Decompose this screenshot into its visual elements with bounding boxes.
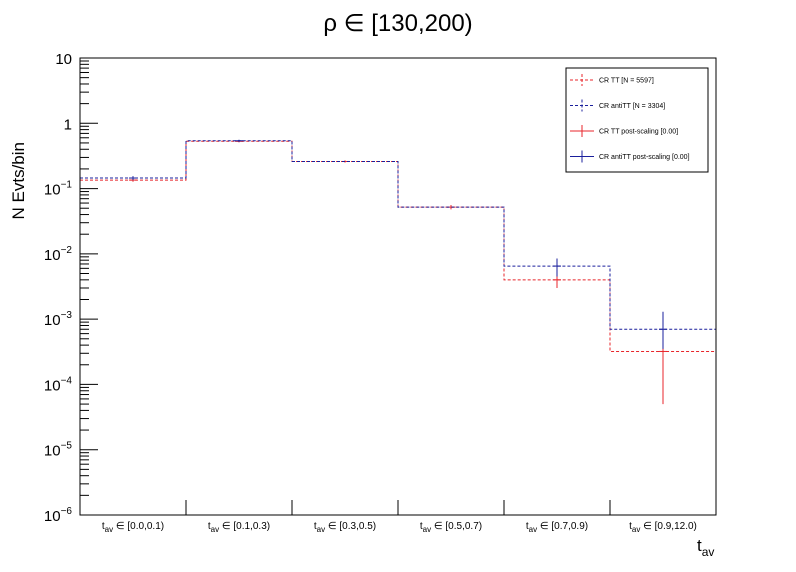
- x-category-range: ∈ [0.1,0.3): [219, 521, 270, 532]
- x-category-label: tav ∈ [0.0,0.1): [102, 521, 164, 534]
- x-category-prefix: t: [102, 521, 105, 532]
- x-category-sub: av: [211, 525, 219, 534]
- x-axis-title: tav: [697, 536, 714, 559]
- x-category-label: tav ∈ [0.9,12.0): [629, 521, 697, 534]
- legend-label: CR TT [N = 5597]: [599, 78, 654, 85]
- y-tick-label-exp: −3: [61, 310, 73, 321]
- x-category-sub: av: [105, 525, 113, 534]
- y-tick-label-base: 10: [55, 51, 72, 68]
- x-category-range: ∈ [0.9,12.0): [640, 521, 697, 532]
- y-tick-label: 10−4: [44, 375, 73, 394]
- x-category-label: tav ∈ [0.3,0.5): [314, 521, 376, 534]
- y-tick-label: 10−3: [44, 310, 73, 329]
- chart-title: ρ ∈ [130,200): [323, 10, 472, 37]
- histogram-line: [80, 140, 716, 330]
- legend-label: CR TT post-scaling [0.00]: [599, 129, 678, 136]
- x-category-range: ∈ [0.7,0.9): [537, 521, 588, 532]
- y-tick-label-base: 10: [44, 247, 61, 264]
- y-tick-label: 1: [64, 116, 72, 133]
- x-category-sub: av: [423, 525, 431, 534]
- y-tick-label-exp: −1: [61, 180, 73, 191]
- x-category-sub: av: [632, 525, 640, 534]
- x-category-sub: av: [529, 525, 537, 534]
- y-tick-label: 10−6: [44, 506, 73, 525]
- y-tick-label-base: 1: [64, 116, 72, 133]
- y-tick-label-exp: −2: [61, 245, 73, 256]
- x-axis-title-main: t: [697, 536, 702, 555]
- y-tick-label-exp: −6: [61, 506, 73, 517]
- x-category-label: tav ∈ [0.7,0.9): [526, 521, 588, 534]
- legend-label: CR antiTT post-scaling [0.00]: [599, 154, 690, 161]
- x-category-prefix: t: [526, 521, 529, 532]
- x-category-range: ∈ [0.0,0.1): [113, 521, 164, 532]
- y-tick-label: 10−2: [44, 245, 73, 264]
- y-tick-label-base: 10: [44, 182, 61, 199]
- y-tick-label: 10−5: [44, 441, 73, 460]
- y-axis-title: N Evts/bin: [9, 142, 28, 219]
- legend-label: CR antiTT [N = 3304]: [599, 103, 665, 110]
- x-category-range: ∈ [0.3,0.5): [325, 521, 376, 532]
- x-category-prefix: t: [208, 521, 211, 532]
- y-tick-label-base: 10: [44, 443, 61, 460]
- y-tick-label: 10: [55, 51, 72, 68]
- x-category-sub: av: [317, 525, 325, 534]
- x-category-range: ∈ [0.5,0.7): [431, 521, 482, 532]
- x-axis-title-sub: av: [702, 545, 715, 559]
- y-tick-label-exp: −5: [61, 441, 73, 452]
- legend-box: [565, 67, 709, 173]
- plot-frame: [79, 57, 717, 516]
- y-tick-label-base: 10: [44, 377, 61, 394]
- x-category-label: tav ∈ [0.1,0.3): [208, 521, 270, 534]
- y-tick-label-base: 10: [44, 312, 61, 329]
- x-category-prefix: t: [314, 521, 317, 532]
- y-tick-label-exp: −4: [61, 375, 73, 386]
- y-tick-label-base: 10: [44, 508, 61, 525]
- x-category-label: tav ∈ [0.5,0.7): [420, 521, 482, 534]
- x-category-prefix: t: [420, 521, 423, 532]
- x-category-prefix: t: [629, 521, 632, 532]
- legend: CR TT [N = 5597] CR antiTT [N = 3304] CR T…: [565, 67, 709, 173]
- y-tick-label: 10−1: [44, 180, 73, 199]
